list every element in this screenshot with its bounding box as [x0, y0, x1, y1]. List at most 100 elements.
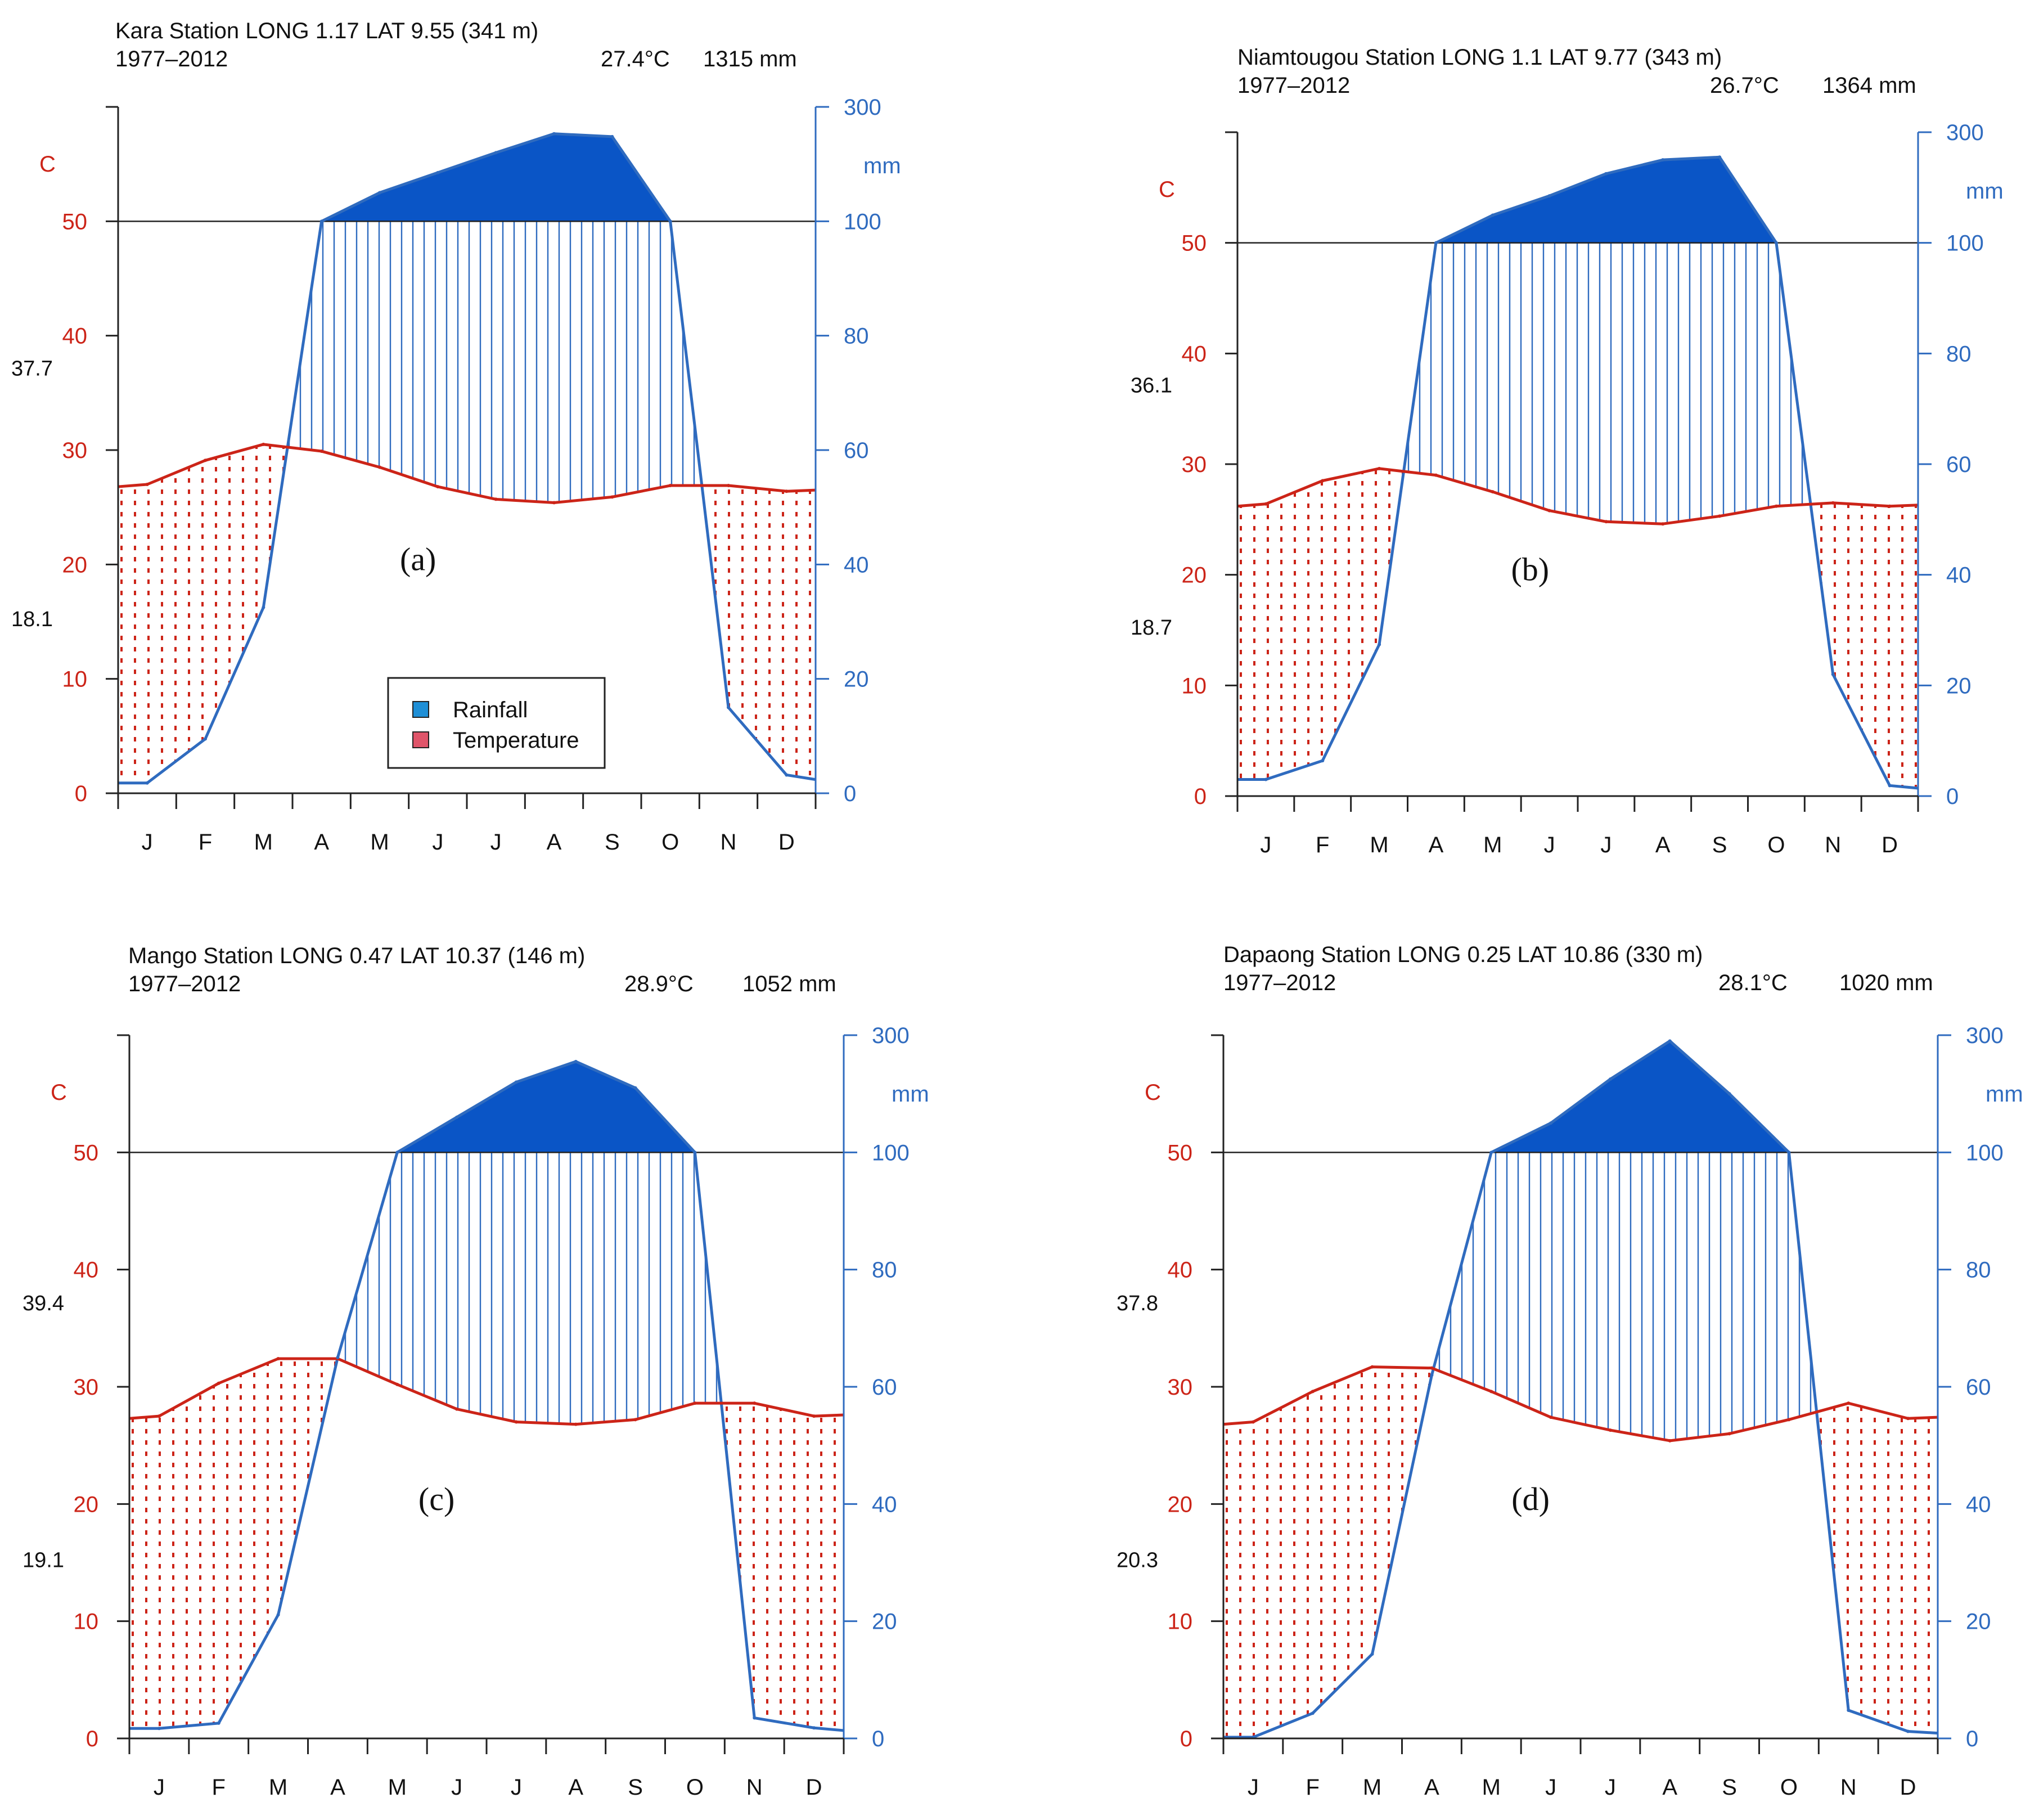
temperature-point: [610, 495, 614, 499]
rainfall-point: [1489, 1151, 1493, 1154]
temperature-point: [812, 1414, 816, 1418]
temperature-point: [1547, 509, 1551, 513]
month-tick-label: J: [1544, 833, 1555, 857]
mean-annual-temperature: 27.4°C: [601, 47, 670, 71]
temperature-point: [1774, 504, 1778, 508]
temperature-tick-label: 10: [1182, 673, 1207, 698]
annual-rainfall-total: 1052 mm: [742, 972, 836, 996]
rainfall-point: [552, 132, 556, 136]
very-wet-rainfall-area: [1491, 1040, 1790, 1153]
month-tick-label: F: [1316, 833, 1329, 857]
month-tick-label: M: [254, 830, 273, 855]
rainfall-tick-label: 20: [844, 667, 869, 692]
month-tick-label: A: [547, 830, 562, 855]
rainfall-tick-label: 100: [844, 209, 881, 234]
temperature-legend-label: Temperature: [453, 728, 579, 753]
rainfall-point: [1434, 241, 1438, 245]
absolute-max-temperature: 39.4: [22, 1292, 64, 1315]
month-tick-label: A: [1662, 1775, 1677, 1800]
temperature-point: [436, 485, 440, 489]
temperature-axis-label: C: [1159, 177, 1175, 202]
rainfall-tick-label: 100: [1966, 1140, 2004, 1165]
temperature-tick-label: 40: [1182, 341, 1207, 366]
temperature-axis-label: C: [39, 152, 56, 177]
temperature-point: [494, 497, 498, 501]
month-tick-label: M: [269, 1775, 287, 1800]
temperature-point: [1321, 479, 1325, 483]
temperature-point: [727, 484, 730, 488]
temperature-axis-label: C: [1145, 1080, 1161, 1105]
temperature-point: [1847, 1401, 1851, 1405]
station-title: Dapaong Station LONG 0.25 LAT 10.86 (330…: [1223, 942, 1703, 967]
annual-rainfall-total: 1315 mm: [703, 47, 797, 71]
rainfall-point: [574, 1059, 578, 1063]
rainfall-axis-unit: mm: [863, 154, 901, 178]
rainfall-tick-label: 80: [872, 1258, 897, 1283]
month-tick-label: O: [686, 1775, 704, 1800]
temperature-tick-label: 30: [1168, 1375, 1193, 1400]
temperature-point: [1888, 504, 1892, 508]
temperature-tick-label: 10: [1168, 1610, 1193, 1634]
rainfall-point: [1847, 1709, 1851, 1712]
rainfall-point: [1549, 1121, 1553, 1125]
temperature-point: [276, 1357, 280, 1360]
month-tick-label: N: [746, 1775, 763, 1800]
rainfall-tick-label: 60: [1946, 452, 1972, 477]
month-tick-label: J: [154, 1775, 165, 1800]
rainfall-tick-label: 100: [872, 1140, 910, 1165]
rainfall-point: [753, 1716, 757, 1720]
temperature-point: [1311, 1390, 1315, 1394]
month-tick-label: J: [490, 830, 502, 855]
temperature-tick-label: 0: [1194, 784, 1207, 809]
rainfall-tick-label: 300: [1946, 120, 1984, 145]
temperature-tick-label: 20: [1168, 1492, 1193, 1517]
rainfall-series-line: [129, 1060, 844, 1732]
rainfall-point: [514, 1080, 518, 1084]
month-tick-label: J: [1248, 1775, 1259, 1800]
rainfall-point: [727, 705, 730, 709]
rainfall-point: [1661, 158, 1665, 162]
rainfall-tick-label: 20: [1946, 673, 1972, 698]
temperature-tick-label: 20: [74, 1492, 99, 1517]
temperature-point: [1608, 1428, 1612, 1432]
rainfall-series-line: [1237, 155, 1919, 790]
rainfall-tick-label: 60: [1966, 1375, 1991, 1400]
rainfall-legend-label: Rainfall: [453, 698, 528, 722]
absolute-max-temperature: 37.7: [11, 357, 53, 381]
month-tick-label: M: [1482, 1775, 1501, 1800]
rainfall-tick-label: 0: [844, 781, 856, 806]
panel-label: (d): [1511, 1481, 1550, 1517]
rainfall-point: [1264, 778, 1268, 781]
month-tick-label: N: [721, 830, 737, 855]
legend: Rainfall Temperature: [387, 677, 606, 769]
rainfall-point: [204, 737, 207, 741]
temperature-tick-label: 0: [1180, 1727, 1192, 1751]
temperature-tick-label: 20: [62, 552, 88, 577]
month-tick-label: J: [1545, 1775, 1556, 1800]
temperature-tick-label: 40: [62, 324, 88, 349]
rainfall-point: [812, 1726, 816, 1730]
rainfall-tick-label: 300: [844, 95, 881, 120]
mean-annual-temperature: 28.9°C: [624, 972, 694, 996]
month-tick-label: J: [432, 830, 443, 855]
temperature-point: [1661, 522, 1665, 526]
month-tick-label: N: [1825, 833, 1841, 857]
rainfall-point: [276, 1613, 280, 1617]
rainfall-tick-label: 40: [1966, 1492, 1991, 1517]
rainfall-point: [1888, 784, 1892, 788]
rainfall-tick-label: 80: [1966, 1258, 1991, 1283]
rainfall-series-line: [1223, 1039, 1938, 1739]
rainfall-tick-label: 0: [1946, 784, 1959, 809]
absolute-max-temperature: 37.8: [1117, 1292, 1158, 1315]
rainfall-point: [145, 781, 149, 785]
month-tick-label: A: [314, 830, 329, 855]
temperature-point: [1906, 1417, 1910, 1421]
temperature-point: [753, 1401, 757, 1405]
temperature-point: [514, 1420, 518, 1424]
temperature-tick-label: 30: [74, 1375, 99, 1400]
month-tick-label: M: [388, 1775, 407, 1800]
panel-label: (b): [1511, 551, 1549, 588]
temperature-tick-label: 50: [1168, 1140, 1193, 1165]
temperature-tick-label: 10: [62, 667, 88, 692]
